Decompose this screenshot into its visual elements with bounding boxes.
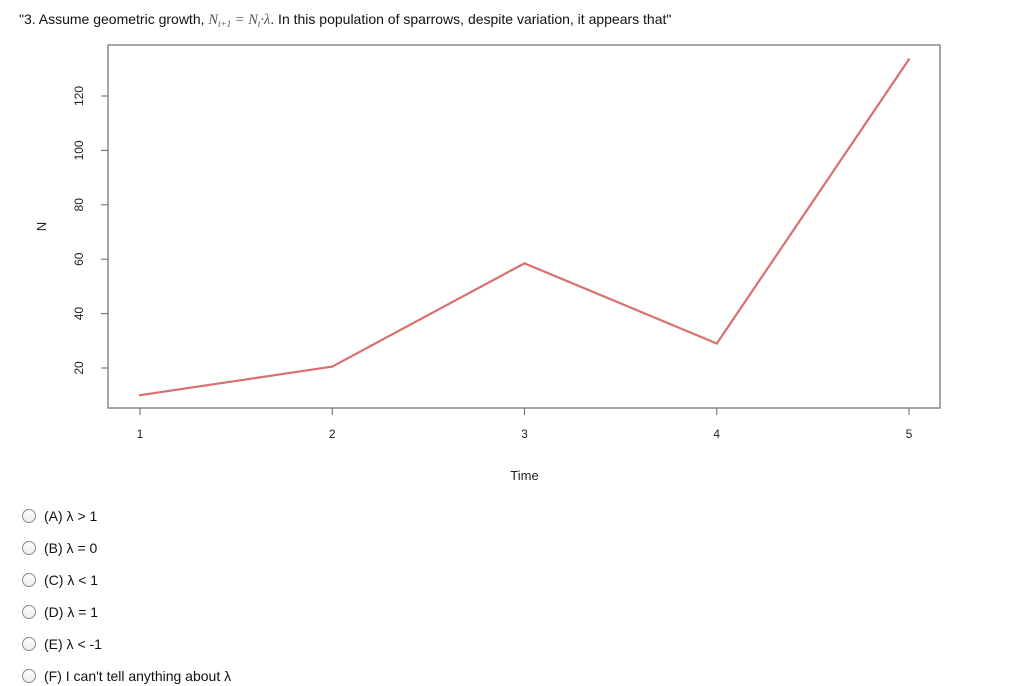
y-tick-label: 100 xyxy=(72,140,86,160)
option-d[interactable]: (D) λ = 1 xyxy=(22,602,98,622)
formula-rhs: N xyxy=(248,12,258,28)
data-point xyxy=(523,262,526,265)
data-point xyxy=(907,58,911,61)
data-point xyxy=(331,365,334,368)
option-label: (A) λ > 1 xyxy=(44,508,98,524)
option-f[interactable]: (F) I can't tell anything about λ xyxy=(22,666,231,686)
x-tick-label: 1 xyxy=(137,427,144,441)
x-tick-label: 2 xyxy=(329,427,336,441)
growth-formula: Nt+1 = Nt·λ xyxy=(208,12,271,29)
option-b[interactable]: (B) λ = 0 xyxy=(22,538,97,558)
data-point xyxy=(138,394,142,397)
y-tick-label: 40 xyxy=(72,307,86,321)
question-text: "3. Assume geometric growth, Nt+1 = Nt·λ… xyxy=(19,11,671,29)
option-label: (D) λ = 1 xyxy=(44,604,99,620)
y-axis-label: N xyxy=(34,222,49,231)
y-tick-label: 80 xyxy=(72,198,86,212)
formula-equals: = xyxy=(231,12,249,28)
option-label: (E) λ < -1 xyxy=(44,636,102,652)
option-a[interactable]: (A) λ > 1 xyxy=(22,506,97,526)
y-tick-label: 20 xyxy=(72,361,86,375)
option-label: (F) I can't tell anything about λ xyxy=(44,668,232,684)
y-tick-label: 60 xyxy=(72,252,86,266)
option-c[interactable]: (C) λ < 1 xyxy=(22,570,98,590)
x-tick-label: 3 xyxy=(521,427,528,441)
option-label: (C) λ < 1 xyxy=(44,572,99,588)
formula-lhs-subscript: t+1 xyxy=(218,19,232,29)
radio-button[interactable] xyxy=(22,605,36,619)
formula-rhs-subscript: t xyxy=(257,19,261,29)
question-prefix: "3. Assume geometric growth, xyxy=(19,11,209,27)
option-label: (B) λ = 0 xyxy=(44,540,98,556)
radio-button[interactable] xyxy=(22,541,36,555)
data-point xyxy=(715,342,718,345)
radio-button[interactable] xyxy=(22,637,36,651)
series-line xyxy=(139,58,910,397)
radio-button[interactable] xyxy=(22,669,36,683)
option-e[interactable]: (E) λ < -1 xyxy=(22,634,102,654)
y-tick-label: 120 xyxy=(72,86,86,106)
plot-frame xyxy=(107,44,941,409)
x-tick-label: 4 xyxy=(713,427,720,441)
x-axis-label: Time xyxy=(510,468,538,483)
question-suffix: . In this population of sparrows, despit… xyxy=(270,11,672,27)
radio-button[interactable] xyxy=(22,509,36,523)
formula-lhs: N xyxy=(208,12,219,28)
population-line-chart: 1 2 3 4 5 20 40 60 80 100 120 Time N xyxy=(34,44,941,483)
formula-lambda: ·λ xyxy=(260,12,271,28)
radio-button[interactable] xyxy=(22,573,36,587)
x-tick-label: 5 xyxy=(906,427,913,441)
